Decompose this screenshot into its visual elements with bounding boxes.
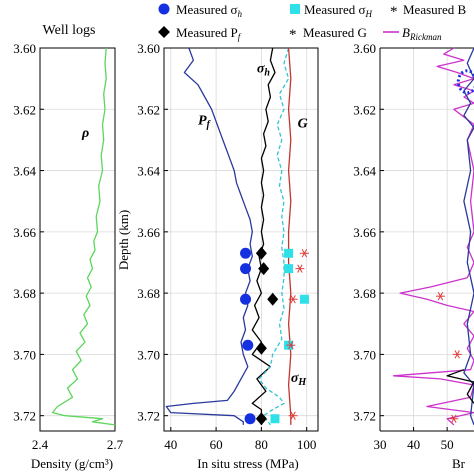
y-tick-label: 3.64 <box>13 164 36 179</box>
y-tick-label: 3.72 <box>137 409 160 424</box>
series-line- <box>51 47 116 426</box>
asterisk-stroke <box>451 414 457 423</box>
legend-marker-measured-b: * <box>390 4 398 20</box>
plot-frame <box>163 47 319 432</box>
marker-measured-b <box>449 414 459 423</box>
asterisk-stroke <box>288 341 294 350</box>
in-situ-stress-panel: Depth (km) 3.60 3.62 3.64 3.66 3.68 3.70 3.72 4… <box>116 41 319 471</box>
legend-marker-measured-sigma-H <box>290 4 300 14</box>
series-line-black <box>446 369 474 404</box>
y-tick-label: 3.70 <box>353 347 376 362</box>
series-line-b-rickman <box>392 47 474 426</box>
y-tick-label: 3.62 <box>353 102 376 117</box>
marker-measured-p-f <box>255 341 267 355</box>
legend: Measured σh Measured σH * Measured B Mea… <box>158 2 467 43</box>
x-axis-label: Br <box>452 456 466 471</box>
x-axis-label: Density (g/cm³) <box>31 456 113 471</box>
curve-label-h: σh <box>257 62 271 79</box>
legend-label-measured-g: Measured G <box>303 25 367 40</box>
marker-measured-g <box>288 295 298 304</box>
y-tick-label: 3.62 <box>13 102 36 117</box>
series-line-g <box>287 47 292 425</box>
x-tick-label: 2.4 <box>32 437 49 452</box>
marker-measured-p-f <box>255 246 267 260</box>
x-tick-label: 2.7 <box>107 437 124 452</box>
x-tick-label: 40 <box>407 437 420 452</box>
asterisk-stroke <box>290 295 296 304</box>
y-tick-label: 3.64 <box>353 164 376 179</box>
legend-label-measured-sigma-H: Measured σH <box>304 2 373 19</box>
legend-label-measured-pf: Measured Pf <box>176 25 242 42</box>
legend-marker-measured-sigma-h <box>158 3 170 15</box>
x-tick-label: 50 <box>441 437 454 452</box>
asterisk-stroke <box>437 292 444 301</box>
y-tick-label: 3.72 <box>13 409 36 424</box>
x-tick-label: 30 <box>374 437 387 452</box>
brittleness-panel: 3.60 3.62 3.64 3.66 3.68 3.70 3.72 30 40 50 Br <box>353 41 474 471</box>
marker-measured-h <box>244 413 256 425</box>
marker-measured-h <box>299 294 309 304</box>
y-axis-label: Depth (km) <box>116 210 131 270</box>
marker-measured-h <box>240 263 252 275</box>
asterisk-stroke <box>297 264 303 273</box>
y-tick-label: 3.66 <box>353 225 376 240</box>
legend-label-measured-sigma-h: Measured σh <box>176 2 243 19</box>
marker-measured-p-f <box>255 412 267 426</box>
y-tick-label: 3.60 <box>353 41 376 56</box>
legend-label-measured-b: Measured B <box>403 2 467 17</box>
marker-measured-g <box>286 341 296 350</box>
legend-marker-measured-pf <box>158 26 170 38</box>
plot-frame <box>39 47 116 432</box>
marker-measured-h <box>284 248 294 258</box>
marker-measured-h <box>240 293 252 305</box>
marker-measured-h <box>242 339 254 351</box>
y-tick-label: 3.66 <box>137 225 160 240</box>
asterisk-stroke <box>301 249 308 258</box>
y-tick-label: 3.64 <box>137 164 160 179</box>
marker-measured-h <box>270 414 280 424</box>
y-tick-label: 3.66 <box>13 225 36 240</box>
y-tick-label: 3.70 <box>137 347 160 362</box>
x-axis-label: In situ stress (MPa) <box>197 456 298 471</box>
marker-dotted-circle <box>456 69 474 95</box>
asterisk-stroke <box>454 350 460 359</box>
y-tick-label: 3.68 <box>353 286 376 301</box>
legend-marker-measured-g: * <box>289 27 297 43</box>
series-line-h <box>251 47 276 425</box>
series-label-rho: ρ <box>81 126 89 141</box>
x-tick-label: 80 <box>255 437 268 452</box>
y-tick-label: 3.68 <box>137 286 160 301</box>
series-line-h <box>258 47 290 426</box>
marker-measured-p-f <box>267 292 279 306</box>
marker-measured-h <box>240 247 252 259</box>
y-tick-label: 3.68 <box>13 286 36 301</box>
x-tick-label: 100 <box>297 437 317 452</box>
y-tick-label: 3.72 <box>353 409 376 424</box>
marker-measured-g <box>288 411 298 420</box>
x-tick-label: 40 <box>164 437 177 452</box>
x-tick-label: 60 <box>210 437 223 452</box>
curve-label-h: σH <box>291 371 308 388</box>
well-logs-panel: Well logs 3.60 3.62 3.64 3.66 3.68 3.70 3.72 2.… <box>13 23 123 471</box>
y-tick-label: 3.62 <box>137 102 160 117</box>
panel-title: Well logs <box>43 23 96 38</box>
marker-measured-b <box>452 350 462 359</box>
asterisk-stroke <box>290 411 296 420</box>
marker-measured-h <box>284 264 294 274</box>
y-tick-label: 3.60 <box>137 41 160 56</box>
y-tick-label: 3.60 <box>13 41 36 56</box>
marker-measured-g <box>295 264 305 273</box>
y-tick-label: 3.70 <box>13 347 36 362</box>
curve-label-pf: Pf <box>198 114 212 131</box>
curve-label-g: G <box>298 117 308 132</box>
series-line-p-f <box>165 47 253 425</box>
marker-measured-b <box>435 292 445 301</box>
marker-measured-g <box>299 249 309 258</box>
legend-label-b-rickman: BRickman <box>402 25 442 42</box>
marker-measured-p-f <box>258 262 270 276</box>
